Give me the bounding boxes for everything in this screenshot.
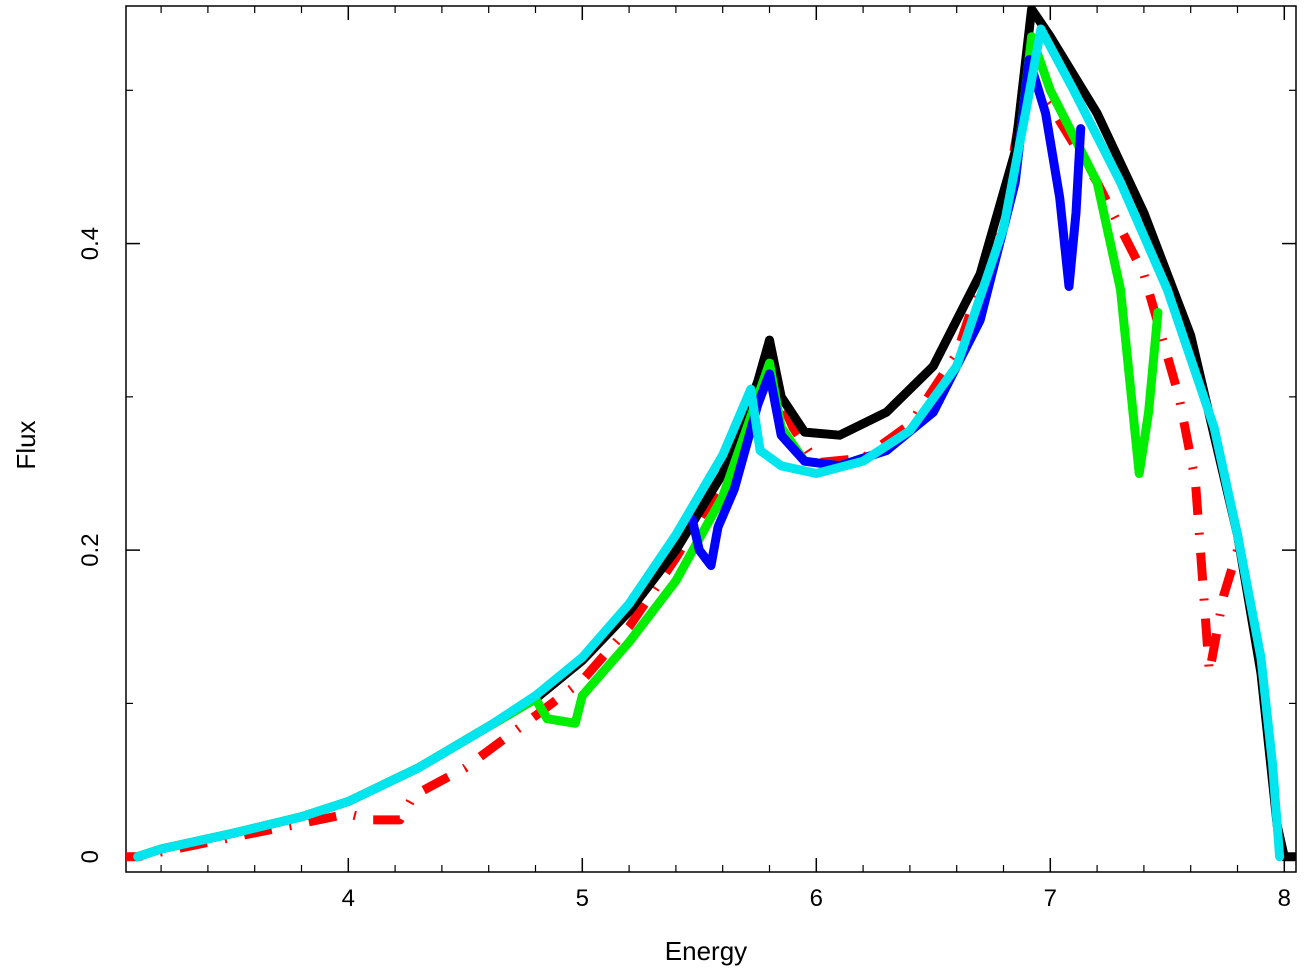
y-tick-label: 0 — [77, 850, 104, 863]
plot-frame — [125, 5, 1297, 873]
series-layer — [126, 6, 1296, 862]
series-line-4 — [133, 24, 1285, 862]
series-line-2 — [133, 32, 1163, 862]
y-tick-label: 0.2 — [77, 533, 104, 566]
x-tick-label: 7 — [1044, 885, 1057, 912]
y-tick-label: 0.4 — [77, 227, 104, 260]
series-line-1 — [133, 6, 1296, 862]
x-tick-label: 6 — [810, 885, 823, 912]
x-tick-label: 4 — [342, 885, 355, 912]
series-line-0 — [126, 70, 1242, 862]
tick-labels: 4 5 6 7 8 0 0.2 0.4 — [77, 227, 1291, 912]
x-tick-label: 5 — [576, 885, 589, 912]
x-axis-label: Energy — [665, 936, 747, 966]
axis-ticks — [126, 6, 1296, 872]
y-axis-label: Flux — [11, 420, 41, 469]
x-tick-label: 8 — [1278, 885, 1291, 912]
